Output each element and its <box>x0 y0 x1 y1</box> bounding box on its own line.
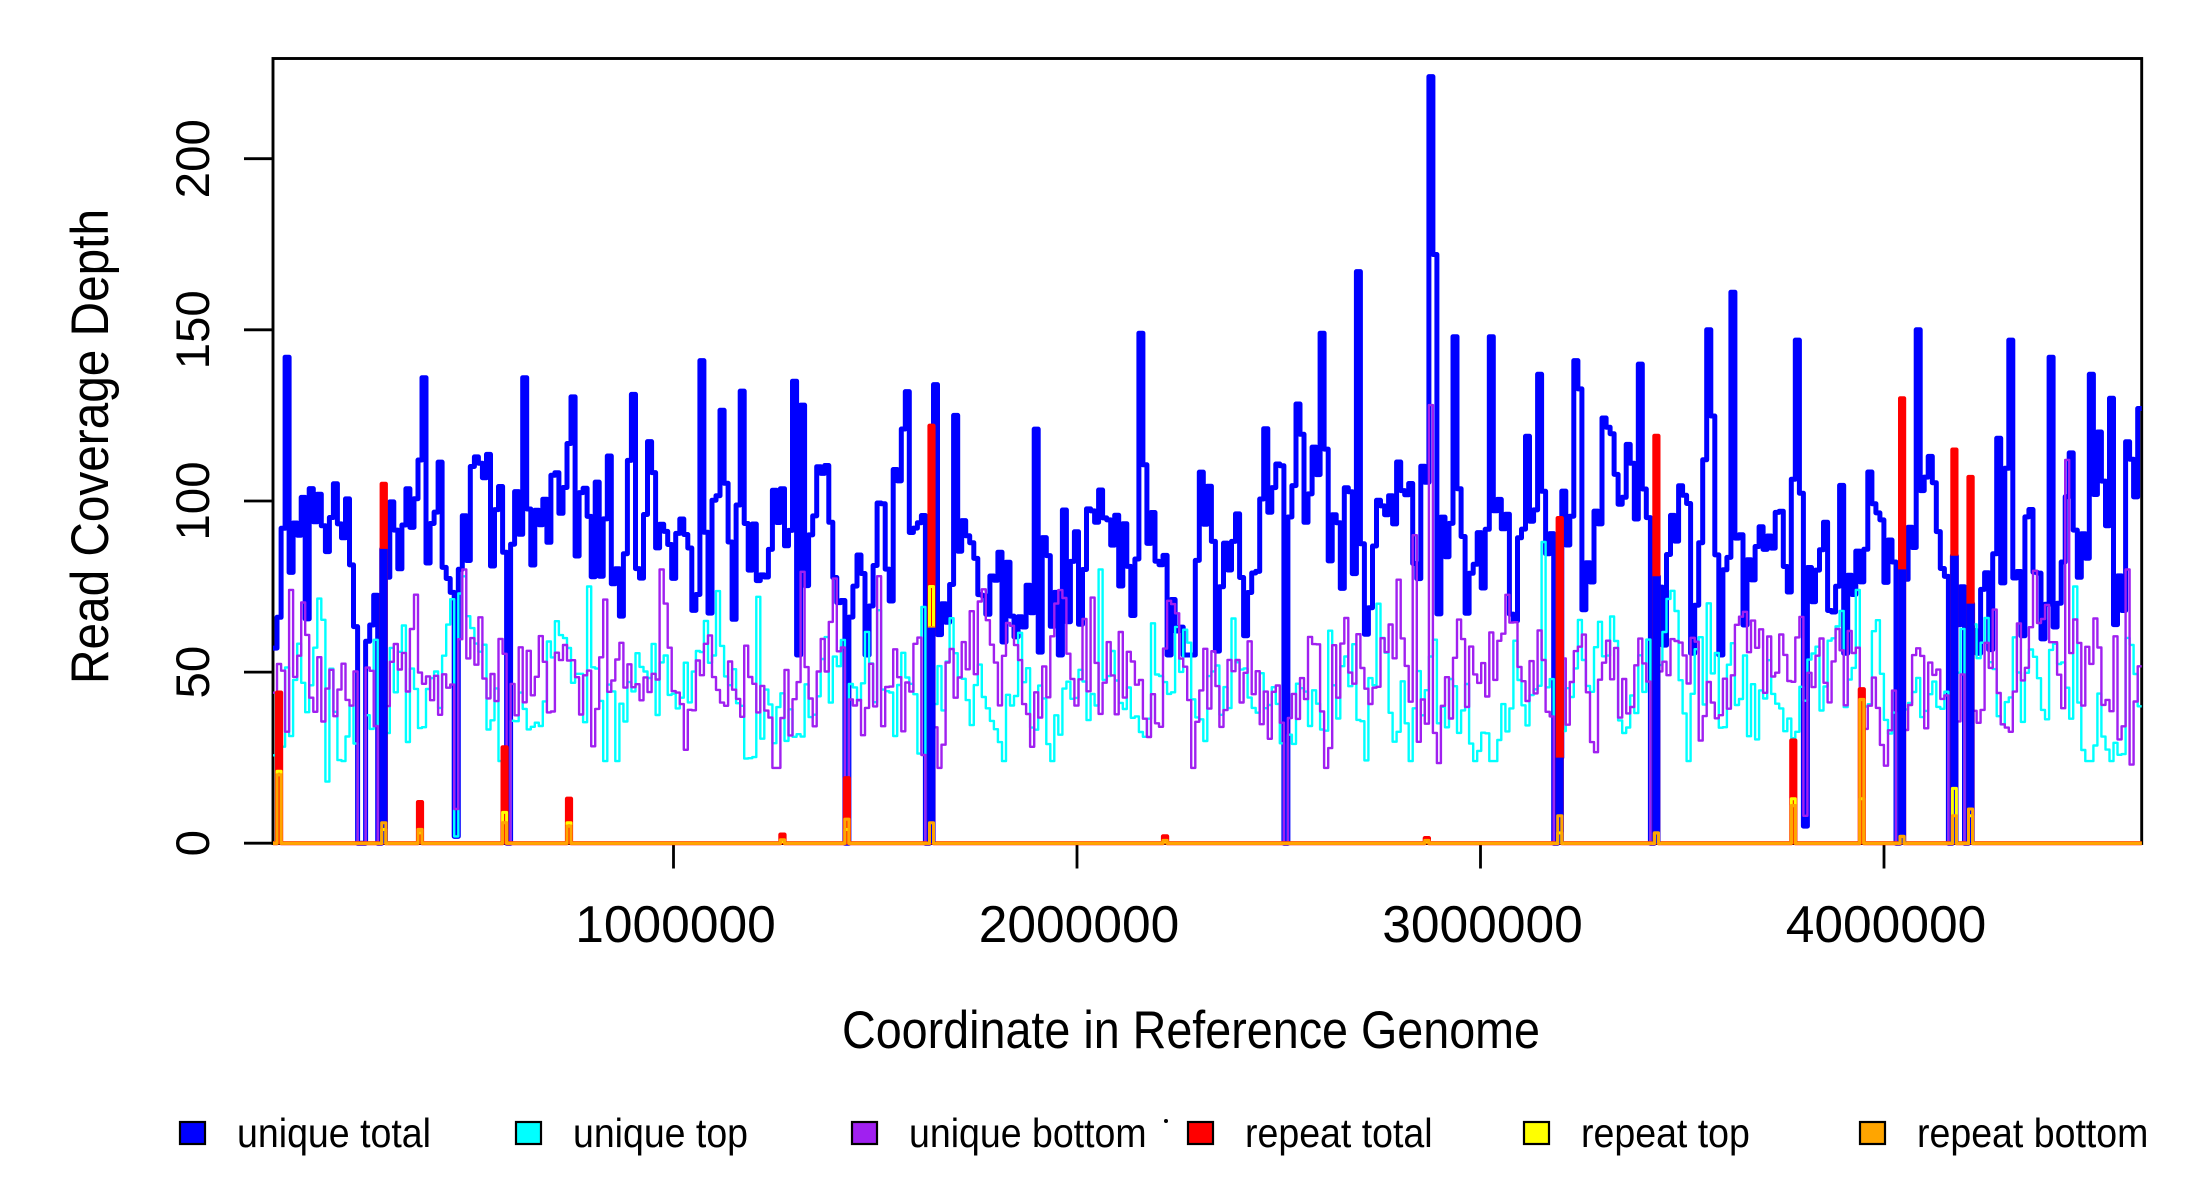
svg-text:3000000: 3000000 <box>1382 895 1583 953</box>
svg-text:4000000: 4000000 <box>1786 895 1987 953</box>
svg-text:repeat bottom: repeat bottom <box>1917 1110 2148 1156</box>
svg-text:unique total: unique total <box>237 1110 431 1156</box>
svg-text:unique top: unique top <box>573 1110 748 1156</box>
svg-text:2000000: 2000000 <box>979 895 1180 953</box>
svg-text:repeat top: repeat top <box>1581 1110 1750 1156</box>
svg-text:1000000: 1000000 <box>575 895 776 953</box>
svg-text:unique bottom: unique bottom <box>909 1110 1147 1156</box>
svg-text:Coordinate in Reference Genome: Coordinate in Reference Genome <box>842 1001 1540 1060</box>
svg-text:100: 100 <box>167 461 220 540</box>
svg-text:150: 150 <box>167 290 220 369</box>
svg-text:200: 200 <box>167 119 220 198</box>
svg-text:0: 0 <box>167 830 220 856</box>
svg-text:repeat total: repeat total <box>1245 1110 1433 1156</box>
svg-text:50: 50 <box>167 646 220 699</box>
svg-text:Read Coverage Depth: Read Coverage Depth <box>61 209 120 684</box>
